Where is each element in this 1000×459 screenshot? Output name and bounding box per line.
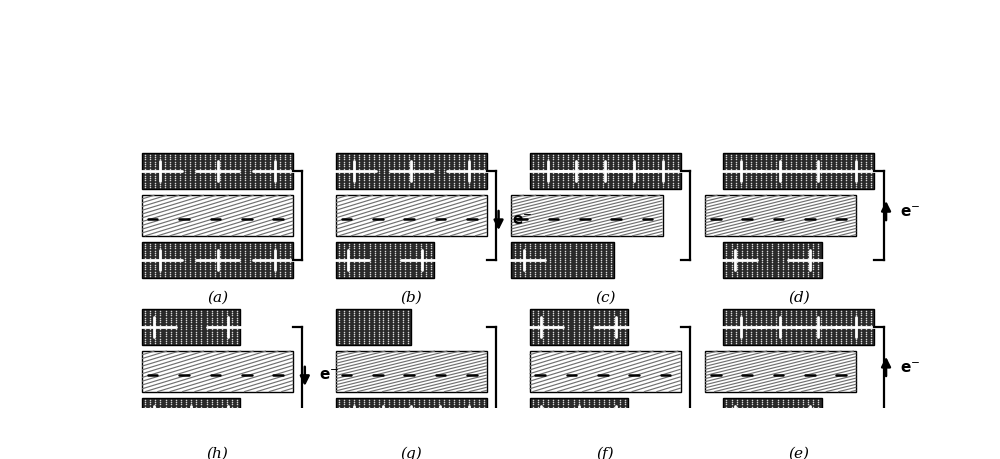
Bar (723, 243, 822, 278)
Text: (c): (c) (595, 291, 615, 304)
Bar (723, 309, 874, 345)
Bar (336, 398, 487, 434)
Bar (530, 351, 681, 392)
Bar (530, 309, 628, 345)
Bar (511, 196, 663, 236)
Text: (d): (d) (788, 291, 810, 304)
Bar (142, 196, 293, 236)
Text: (a): (a) (207, 291, 228, 304)
Bar (336, 154, 487, 190)
Bar (705, 196, 856, 236)
Text: e$^{-}$: e$^{-}$ (319, 368, 339, 383)
Text: (h): (h) (207, 446, 229, 459)
Bar (142, 243, 293, 278)
Bar (723, 154, 874, 190)
Bar (142, 351, 293, 392)
Text: (f): (f) (596, 446, 614, 459)
Text: (b): (b) (400, 291, 422, 304)
Text: (g): (g) (400, 446, 422, 459)
Bar (336, 196, 487, 236)
Text: (e): (e) (788, 446, 809, 459)
Bar (336, 243, 434, 278)
Text: e$^{-}$: e$^{-}$ (512, 212, 533, 227)
Bar (530, 398, 628, 434)
Text: e$^{-}$: e$^{-}$ (900, 361, 920, 375)
Bar (142, 309, 240, 345)
Text: e$^{-}$: e$^{-}$ (900, 205, 920, 220)
Bar (142, 398, 240, 434)
Bar (723, 398, 822, 434)
Bar (511, 243, 614, 278)
Bar (336, 309, 411, 345)
Bar (705, 351, 856, 392)
Bar (530, 154, 681, 190)
Bar (142, 154, 293, 190)
Bar (336, 351, 487, 392)
